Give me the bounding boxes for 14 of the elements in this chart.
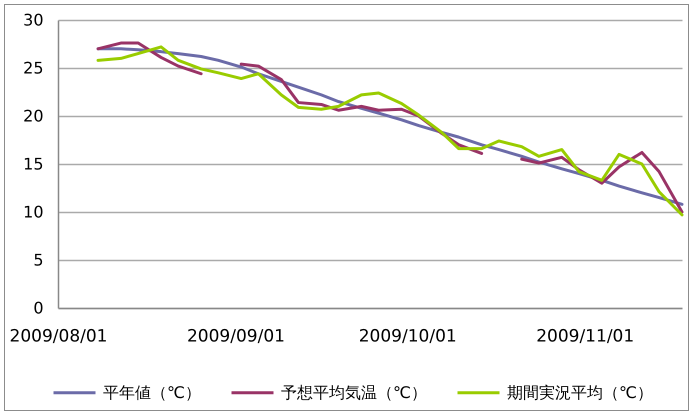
y-tick-label: 30: [23, 10, 44, 30]
x-tick-label: 2009/10/01: [358, 326, 457, 346]
legend-label: 平年値（℃）: [103, 382, 201, 402]
legend-label: 期間実況平均（℃）: [507, 382, 653, 402]
y-tick-label: 10: [23, 202, 44, 222]
y-tick-label: 20: [23, 106, 44, 126]
legend-label: 予想平均気温（℃）: [281, 382, 427, 402]
x-tick-label: 2009/09/01: [186, 326, 285, 346]
y-tick-label: 0: [33, 298, 44, 318]
x-tick-label: 2009/08/01: [10, 326, 108, 346]
y-tick-label: 25: [23, 58, 44, 78]
x-tick-label: 2009/11/01: [536, 326, 634, 346]
y-tick-label: 5: [33, 250, 44, 270]
y-tick-label: 15: [23, 154, 44, 174]
